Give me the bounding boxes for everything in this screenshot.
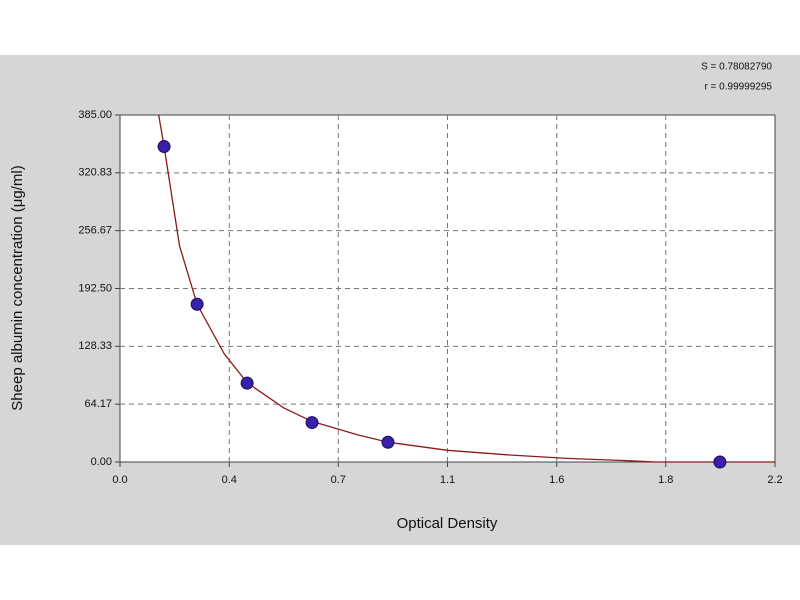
y-tick-label: 64.17	[84, 398, 112, 410]
y-tick-label: 385.00	[78, 109, 112, 121]
annotation: S = 0.78082790	[701, 62, 772, 73]
x-tick-label: 1.6	[549, 474, 564, 486]
y-tick-label: 128.33	[78, 340, 112, 352]
data-point	[190, 297, 204, 311]
y-tick-label: 0.00	[91, 456, 112, 468]
annotation: r = 0.99999295	[704, 82, 772, 93]
fit-curve	[158, 114, 775, 463]
x-tick-label: 1.1	[440, 474, 455, 486]
x-tick-label: 0.0	[112, 474, 127, 486]
y-tick-label: 192.50	[78, 282, 112, 294]
y-axis-title: Sheep albumin concentration (μg/ml)	[9, 165, 26, 410]
x-tick-label: 0.4	[222, 474, 237, 486]
data-point	[240, 376, 254, 390]
x-axis-title: Optical Density	[397, 515, 498, 532]
data-point	[713, 455, 727, 469]
y-tick-label: 320.83	[78, 167, 112, 179]
x-tick-label: 2.2	[767, 474, 782, 486]
x-tick-label: 0.7	[331, 474, 346, 486]
x-tick-label: 1.8	[658, 474, 673, 486]
data-point	[157, 140, 171, 154]
y-tick-label: 256.67	[78, 225, 112, 237]
data-point	[305, 416, 319, 430]
data-point	[381, 435, 395, 449]
